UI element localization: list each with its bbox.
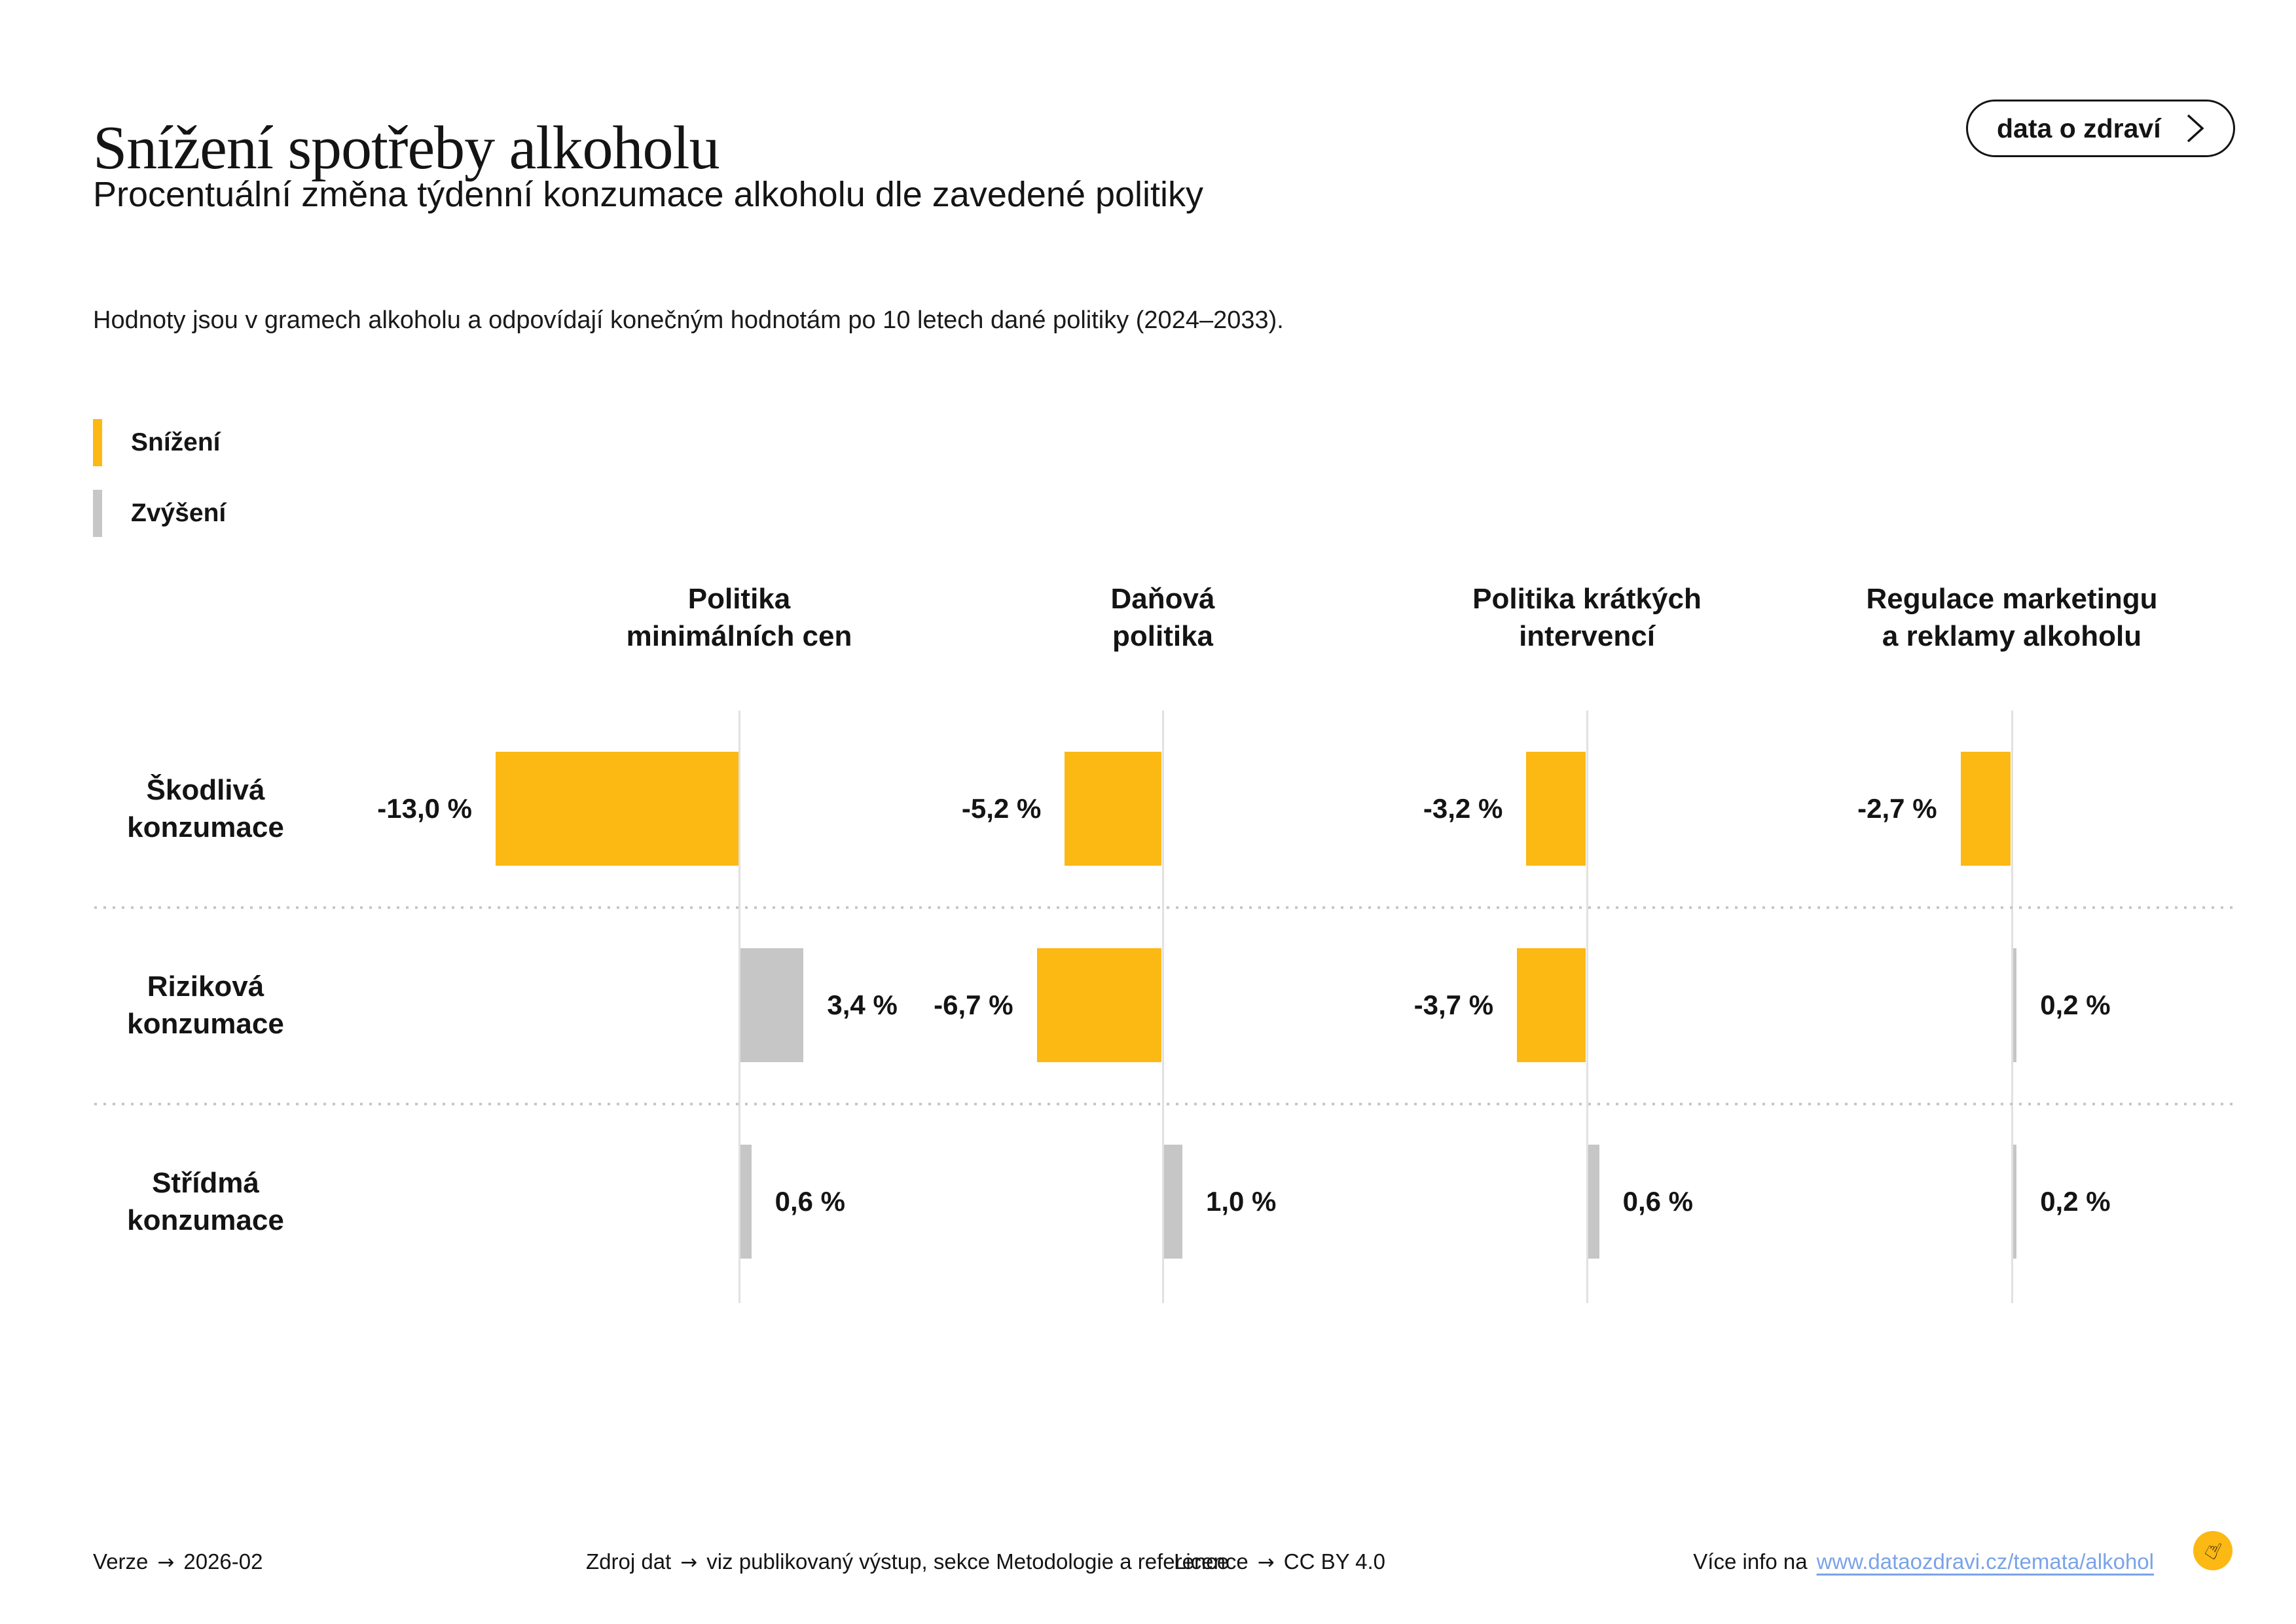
footer-license: Licence → CC BY 4.0	[1174, 1549, 1385, 1574]
note-text: Hodnoty jsou v gramech alkoholu a odpoví…	[93, 306, 1284, 334]
bar-value-label: 0,2 %	[2040, 1186, 2111, 1217]
legend-item-decrease: Snížení	[93, 419, 221, 466]
arrow-right-icon: →	[1257, 1551, 1275, 1574]
page-subtitle: Procentuální změna týdenní konzumace alk…	[93, 175, 1204, 214]
logo-badge: ☝	[2193, 1531, 2232, 1570]
version-value: 2026-02	[183, 1549, 263, 1574]
legend-swatch	[93, 490, 102, 537]
axis-line	[2011, 710, 2013, 1303]
bar-value-label: -2,7 %	[1857, 793, 1937, 824]
bar	[1065, 752, 1162, 866]
bar	[1036, 948, 1162, 1062]
bar-value-label: -5,2 %	[961, 793, 1042, 824]
bar	[1588, 1145, 1599, 1259]
row-label: Škodlivá konzumace	[127, 774, 284, 843]
axis-line	[1162, 710, 1164, 1303]
column-header: Daňová politika	[1110, 583, 1215, 652]
legend-item-increase: Zvýšení	[93, 490, 226, 537]
bar	[2013, 948, 2017, 1062]
axis-line	[1586, 710, 1588, 1303]
legend-item-label: Zvýšení	[131, 499, 227, 527]
arrow-right-icon: →	[157, 1551, 175, 1574]
data-o-zdravi-button-label: data o zdraví	[1997, 113, 2161, 143]
footer-version: Verze → 2026-02	[93, 1549, 263, 1574]
bar	[1526, 752, 1586, 866]
bar-value-label: -3,7 %	[1413, 989, 1494, 1020]
more-info-link[interactable]: www.dataozdravi.cz/temata/alkohol	[1816, 1549, 2154, 1574]
row-label: Střídmá konzumace	[127, 1167, 284, 1236]
bar-value-label: 0,6 %	[1622, 1186, 1693, 1217]
license-value: CC BY 4.0	[1283, 1549, 1386, 1574]
column-header: Regulace marketingu a reklamy alkoholu	[1866, 583, 2158, 652]
footer-more-info: Více info na www.dataozdravi.cz/temata/a…	[1693, 1549, 2154, 1574]
bar-value-label: 3,4 %	[827, 989, 898, 1020]
bar	[2013, 1145, 2017, 1259]
license-label: Licence	[1174, 1549, 1248, 1574]
footer-source: Zdroj dat → viz publikovaný výstup, sekc…	[586, 1549, 1229, 1574]
bar-value-label: -13,0 %	[377, 793, 472, 824]
legend-item-label: Snížení	[131, 428, 221, 456]
row-label: Riziková konzumace	[127, 970, 284, 1040]
column-header: Politika minimálních cen	[626, 583, 852, 652]
bar	[1163, 1145, 1182, 1259]
page-title: Snížení spotřeby alkoholu	[93, 113, 720, 182]
bar	[740, 1145, 752, 1259]
bar	[1960, 752, 2011, 866]
version-label: Verze	[93, 1549, 149, 1574]
data-o-zdravi-button[interactable]: data o zdraví	[1966, 100, 2235, 157]
chevron-right-icon	[2186, 113, 2204, 143]
bar-value-label: -6,7 %	[934, 989, 1013, 1020]
source-label: Zdroj dat	[586, 1549, 672, 1574]
bar-value-label: 0,2 %	[2040, 989, 2111, 1020]
bar-value-label: 1,0 %	[1206, 1186, 1277, 1217]
column-header: Politika krátkých intervencí	[1472, 583, 1702, 652]
source-value: viz publikovaný výstup, sekce Metodologi…	[706, 1549, 1230, 1574]
pointing-hand-icon: ☝	[2200, 1535, 2226, 1566]
legend-swatch	[93, 419, 102, 466]
axis-line	[738, 710, 740, 1303]
bar	[740, 948, 804, 1062]
bar	[496, 752, 738, 866]
arrow-right-icon: →	[680, 1551, 698, 1574]
bar-value-label: 0,6 %	[774, 1186, 845, 1217]
bar-value-label: -3,2 %	[1423, 793, 1503, 824]
row-separator	[94, 906, 2232, 909]
more-info-text: Více info na	[1693, 1549, 1808, 1574]
row-separator	[94, 1103, 2232, 1105]
bar	[1517, 948, 1586, 1062]
